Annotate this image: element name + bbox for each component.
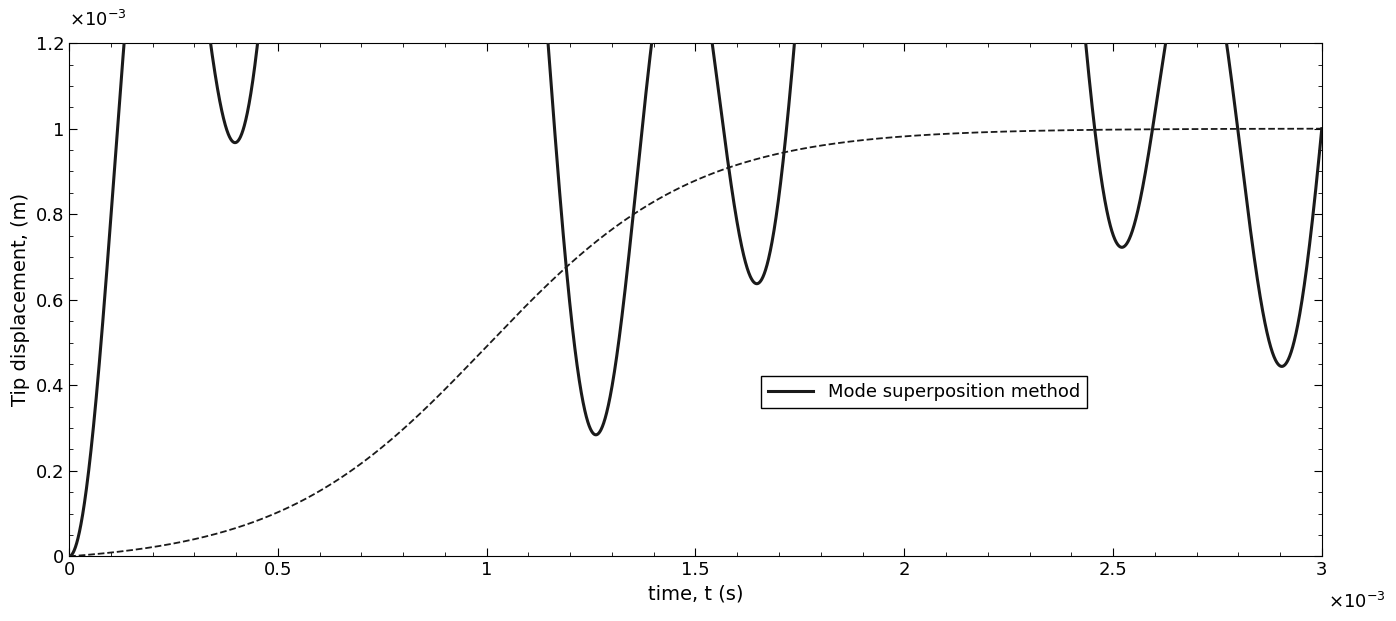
Mode superposition method	[1090, 161, 1107, 168]
Y-axis label: Tip displacement, (m): Tip displacement, (m)	[11, 193, 31, 406]
Mode superposition method	[61, 553, 78, 560]
Line: Mode superposition method: Mode superposition method	[70, 0, 1322, 556]
X-axis label: time, t (s): time, t (s)	[648, 585, 743, 604]
Mode superposition method	[1314, 125, 1330, 132]
Mode superposition method	[540, 40, 557, 47]
Text: $\times10^{-3}$: $\times10^{-3}$	[1328, 592, 1386, 612]
Legend: Mode superposition method: Mode superposition method	[761, 376, 1087, 409]
Text: $\times10^{-3}$: $\times10^{-3}$	[70, 10, 127, 30]
